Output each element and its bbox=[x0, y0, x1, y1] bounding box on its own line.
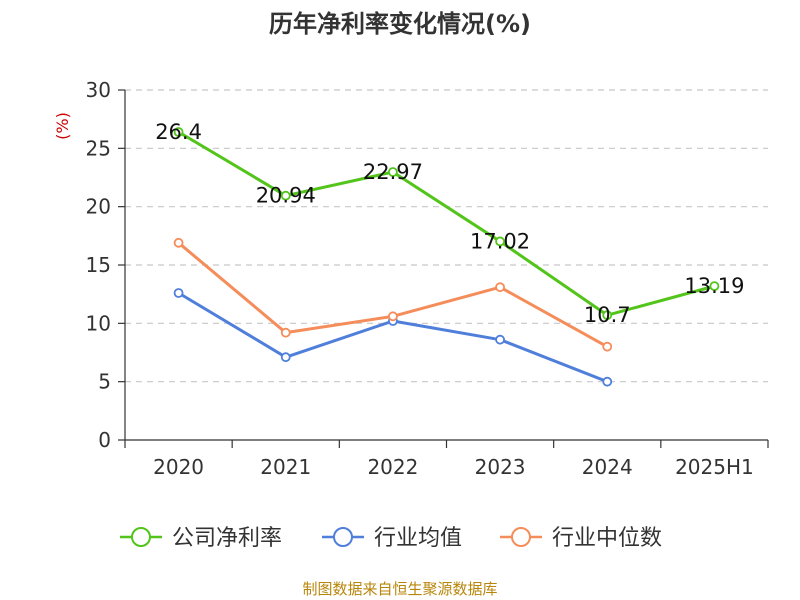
y-tick-label: 25 bbox=[86, 136, 111, 160]
data-point bbox=[280, 190, 291, 201]
chart-title: 历年净利率变化情况(%) bbox=[269, 10, 531, 38]
data-point bbox=[388, 167, 398, 177]
data-point bbox=[495, 282, 505, 293]
data-point bbox=[280, 352, 291, 363]
legend-label: 行业中位数 bbox=[552, 526, 662, 551]
legend-label: 行业均值 bbox=[374, 526, 462, 551]
series-line bbox=[177, 291, 608, 384]
legend-marker bbox=[333, 527, 353, 547]
y-ticks: 0 5 10 15 20 25 30 bbox=[86, 78, 125, 452]
x-tick-label: 2020 bbox=[153, 455, 204, 479]
legend-item[interactable]: 行业中位数 bbox=[500, 526, 662, 551]
x-tick-label: 2024 bbox=[582, 455, 633, 479]
y-tick-label: 10 bbox=[86, 311, 111, 335]
legend-marker bbox=[131, 527, 151, 547]
gridlines bbox=[125, 89, 768, 383]
x-tick-label: 2021 bbox=[260, 455, 311, 479]
y-tick-label: 5 bbox=[98, 370, 111, 394]
data-point bbox=[495, 334, 505, 345]
legend-label: 公司净利率 bbox=[172, 526, 282, 551]
legend-item[interactable]: 公司净利率 bbox=[120, 526, 282, 551]
legend-item[interactable]: 行业均值 bbox=[322, 526, 462, 551]
data-point bbox=[173, 237, 184, 248]
data-point bbox=[709, 281, 720, 292]
y-tick-label: 20 bbox=[86, 195, 111, 219]
x-tick-label: 2025H1 bbox=[675, 455, 754, 479]
data-point bbox=[280, 327, 291, 338]
y-tick-label: 15 bbox=[86, 253, 111, 277]
data-label: 20.94 bbox=[256, 184, 316, 208]
y-tick-label: 30 bbox=[86, 78, 111, 102]
legend[interactable]: 公司净利率 行业均值 行业中位数 bbox=[120, 526, 662, 551]
data-label: 17.02 bbox=[470, 229, 530, 253]
data-labels: 26.4 20.94 22.97 17.02 10.7 13.19 bbox=[155, 120, 744, 327]
data-point bbox=[602, 310, 613, 321]
x-ticks: 2020 2021 2022 2023 2024 2025H1 bbox=[124, 440, 769, 479]
x-tick-label: 2022 bbox=[367, 455, 418, 479]
data-label: 13.19 bbox=[684, 274, 744, 298]
series-line bbox=[177, 130, 715, 317]
data-point bbox=[388, 311, 398, 322]
data-label: 10.7 bbox=[584, 303, 631, 327]
data-point bbox=[173, 127, 184, 137]
y-tick-label: 0 bbox=[98, 428, 111, 452]
y-axis-label: (%) bbox=[53, 112, 72, 140]
legend-marker bbox=[511, 527, 531, 547]
source-note: 制图数据来自恒生聚源数据库 bbox=[302, 580, 497, 598]
data-point bbox=[602, 341, 613, 352]
data-point bbox=[173, 288, 184, 298]
data-label: 26.4 bbox=[155, 120, 202, 144]
data-label: 22.97 bbox=[363, 160, 423, 184]
data-point bbox=[495, 236, 505, 247]
series-group bbox=[173, 127, 720, 387]
x-tick-label: 2023 bbox=[475, 455, 526, 479]
data-point bbox=[602, 376, 613, 387]
